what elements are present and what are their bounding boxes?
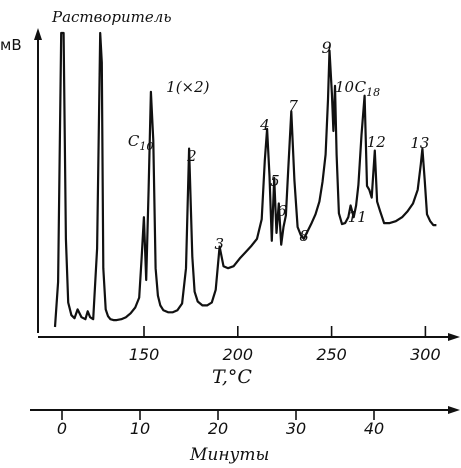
time-tick-label: 20 (208, 419, 228, 438)
time-tick-label: 40 (364, 419, 384, 438)
time-tick-label: 0 (57, 419, 67, 438)
peak-labels: Растворитель C10 1(×2) 2 3 4 5 6 7 8 9 10 11 C18 12 13 (51, 8, 429, 253)
time-axis-arrow (448, 406, 460, 414)
peak-label: 10 (335, 78, 355, 96)
peak-label: 12 (367, 133, 386, 151)
peak-label: 9 (322, 38, 332, 57)
peak-label: 1(×2) (166, 78, 210, 96)
temperature-tick-label: 300 (410, 345, 441, 364)
y-axis-label: мВ (0, 36, 22, 54)
peak-label: 3 (215, 235, 225, 253)
time-axis-ticks: 0 10 20 30 40 (57, 410, 384, 438)
temperature-tick-label: 150 (129, 345, 160, 364)
peak-label: C18 (355, 78, 380, 99)
temperature-axis-ticks: 150 200 250 300 (129, 326, 441, 364)
peak-label: 8 (299, 227, 309, 245)
time-axis-label: Минуты (189, 445, 269, 465)
peak-label: 7 (288, 97, 298, 115)
chromatogram-trace (53, 31, 437, 328)
peak-label: C10 (128, 132, 153, 153)
peak-label: 2 (186, 147, 197, 165)
temperature-axis-label: T,°C (212, 366, 252, 388)
peak-label: Растворитель (51, 8, 172, 26)
peak-label: 13 (410, 134, 429, 152)
peak-label: 4 (259, 116, 270, 134)
peak-label: 11 (348, 208, 367, 226)
peak-label: 6 (277, 202, 287, 220)
temperature-axis-arrow (448, 333, 460, 341)
peak-label: 5 (270, 172, 280, 190)
y-axis-arrow (34, 28, 42, 40)
temperature-tick-label: 250 (316, 345, 347, 364)
time-tick-label: 10 (130, 419, 150, 438)
time-tick-label: 30 (286, 419, 306, 438)
temperature-tick-label: 200 (223, 345, 254, 364)
